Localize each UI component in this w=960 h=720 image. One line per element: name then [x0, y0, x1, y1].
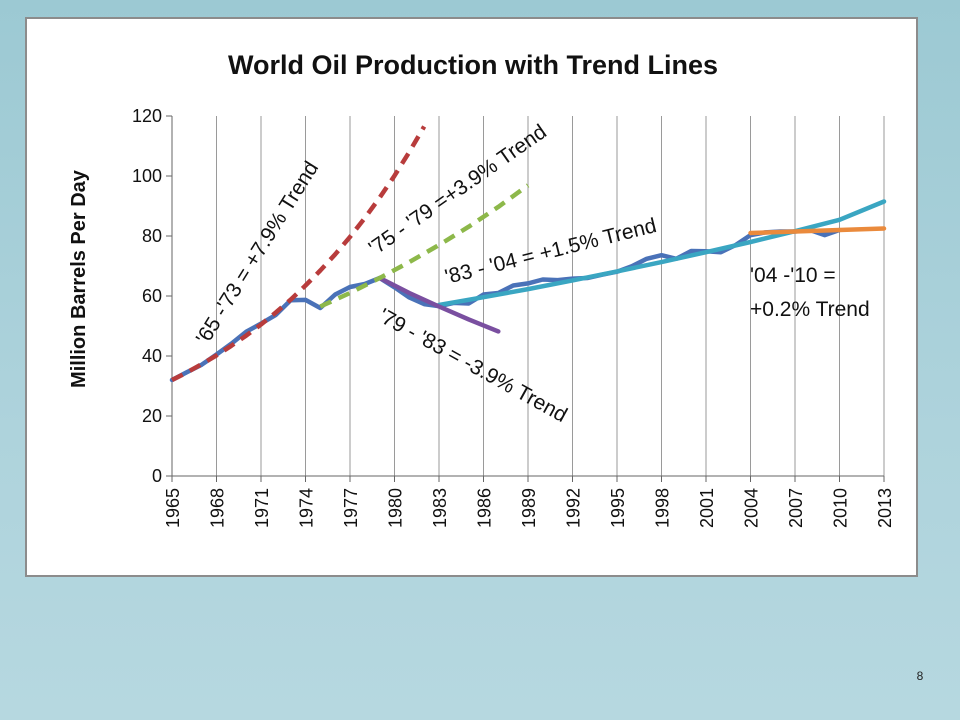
x-tick-label: 2013 — [875, 488, 895, 528]
y-tick-label: 20 — [142, 406, 162, 426]
axes: 1965 1968 1971 1974 1977 1980 1983 1986 1989 1992… — [132, 106, 895, 528]
x-tick-label: 1983 — [430, 488, 450, 528]
y-tick-label: 120 — [132, 106, 162, 126]
x-tick-label: 1995 — [608, 488, 628, 528]
annotations: '65 -'73 = +7.9% Trend '75 - '79 =+3.9% … — [192, 120, 870, 427]
y-axis-title: Million Barrels Per Day — [68, 169, 90, 388]
x-tick-label: 1971 — [252, 488, 272, 528]
x-tick-label: 1980 — [386, 488, 406, 528]
annotation-trend-04-10-line2: +0.2% Trend — [750, 298, 870, 321]
x-tick-label: 1968 — [208, 488, 228, 528]
series-line-trend-65-73 — [170, 125, 427, 383]
chart-title: World Oil Production with Trend Lines — [228, 50, 718, 80]
y-tick-label: 0 — [152, 466, 162, 486]
x-tick-label: 1974 — [297, 488, 317, 528]
y-tick-label: 80 — [142, 226, 162, 246]
x-tick-label: 1965 — [163, 488, 183, 528]
x-tick-label: 1989 — [519, 488, 539, 528]
y-tick-label: 100 — [132, 166, 162, 186]
annotation-trend-65-73: '65 -'73 = +7.9% Trend — [192, 157, 323, 348]
series-layer — [169, 125, 887, 383]
x-tick-label: 1986 — [475, 488, 495, 528]
series-line-trend-79-83 — [377, 275, 501, 334]
annotation-trend-04-10-line1: '04 -'10 = — [750, 264, 836, 287]
chart: World Oil Production with Trend Lines Mi… — [68, 50, 895, 528]
x-tick-label: 2004 — [742, 488, 762, 528]
x-tick-label: 1977 — [341, 488, 361, 528]
annotation-trend-75-79: '75 - '79 =+3.9% Trend — [365, 120, 551, 260]
chart-frame: World Oil Production with Trend Lines Mi… — [25, 17, 918, 577]
x-tick-label: 2007 — [786, 488, 806, 528]
x-tick-label: 1998 — [653, 488, 673, 528]
y-tick-label: 40 — [142, 346, 162, 366]
y-tick-label: 60 — [142, 286, 162, 306]
grid — [171, 116, 885, 476]
series-line-trend-83-04 — [436, 199, 887, 308]
x-tick-label: 1992 — [564, 488, 584, 528]
page-number: 8 — [916, 669, 924, 683]
x-tick-label: 2010 — [831, 488, 851, 528]
x-tick-label: 2001 — [697, 488, 717, 528]
series-line-trend-04-10 — [748, 226, 887, 236]
